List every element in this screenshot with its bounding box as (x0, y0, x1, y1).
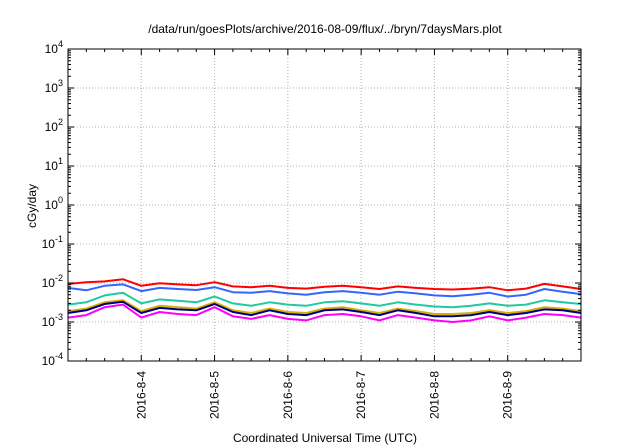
series-line-6 (67, 303, 582, 323)
x-tick-label: 2016-8-6 (281, 371, 295, 419)
y-tick-label: 10-1 (42, 234, 63, 251)
series-layer (67, 278, 582, 323)
y-tick-label: 104 (45, 39, 63, 56)
x-tick-label: 2016-8-9 (501, 371, 515, 419)
series-line-5 (67, 300, 582, 318)
y-tick-label: 10-2 (42, 273, 63, 290)
y-tick-label: 10-4 (42, 351, 63, 368)
x-tick-label: 2016-8-8 (427, 371, 441, 419)
x-ticks: 2016-8-4 2016-8-5 2016-8-6 2016-8-7 2016-8-8… (67, 49, 582, 419)
x-tick-label: 2016-8-7 (354, 371, 368, 419)
grid (68, 49, 581, 361)
series-line-4 (67, 299, 582, 315)
y-tick-label: 101 (45, 156, 63, 173)
x-tick-label: 2016-8-5 (208, 371, 222, 419)
x-axis-label: Coordinated Universal Time (UTC) (233, 431, 417, 445)
y-tick-label: 100 (45, 195, 63, 212)
series-line-1 (67, 278, 582, 292)
y-axis-label: cGy/day (25, 184, 39, 228)
chart-title: /data/run/goesPlots/archive/2016-08-09/f… (148, 22, 502, 36)
y-tick-label: 10-3 (42, 312, 63, 329)
y-tick-label: 103 (45, 78, 63, 95)
y-tick-label: 102 (45, 117, 63, 134)
series-line-3 (67, 291, 582, 309)
series-line-2 (67, 283, 582, 298)
x-tick-label: 2016-8-4 (134, 371, 148, 419)
